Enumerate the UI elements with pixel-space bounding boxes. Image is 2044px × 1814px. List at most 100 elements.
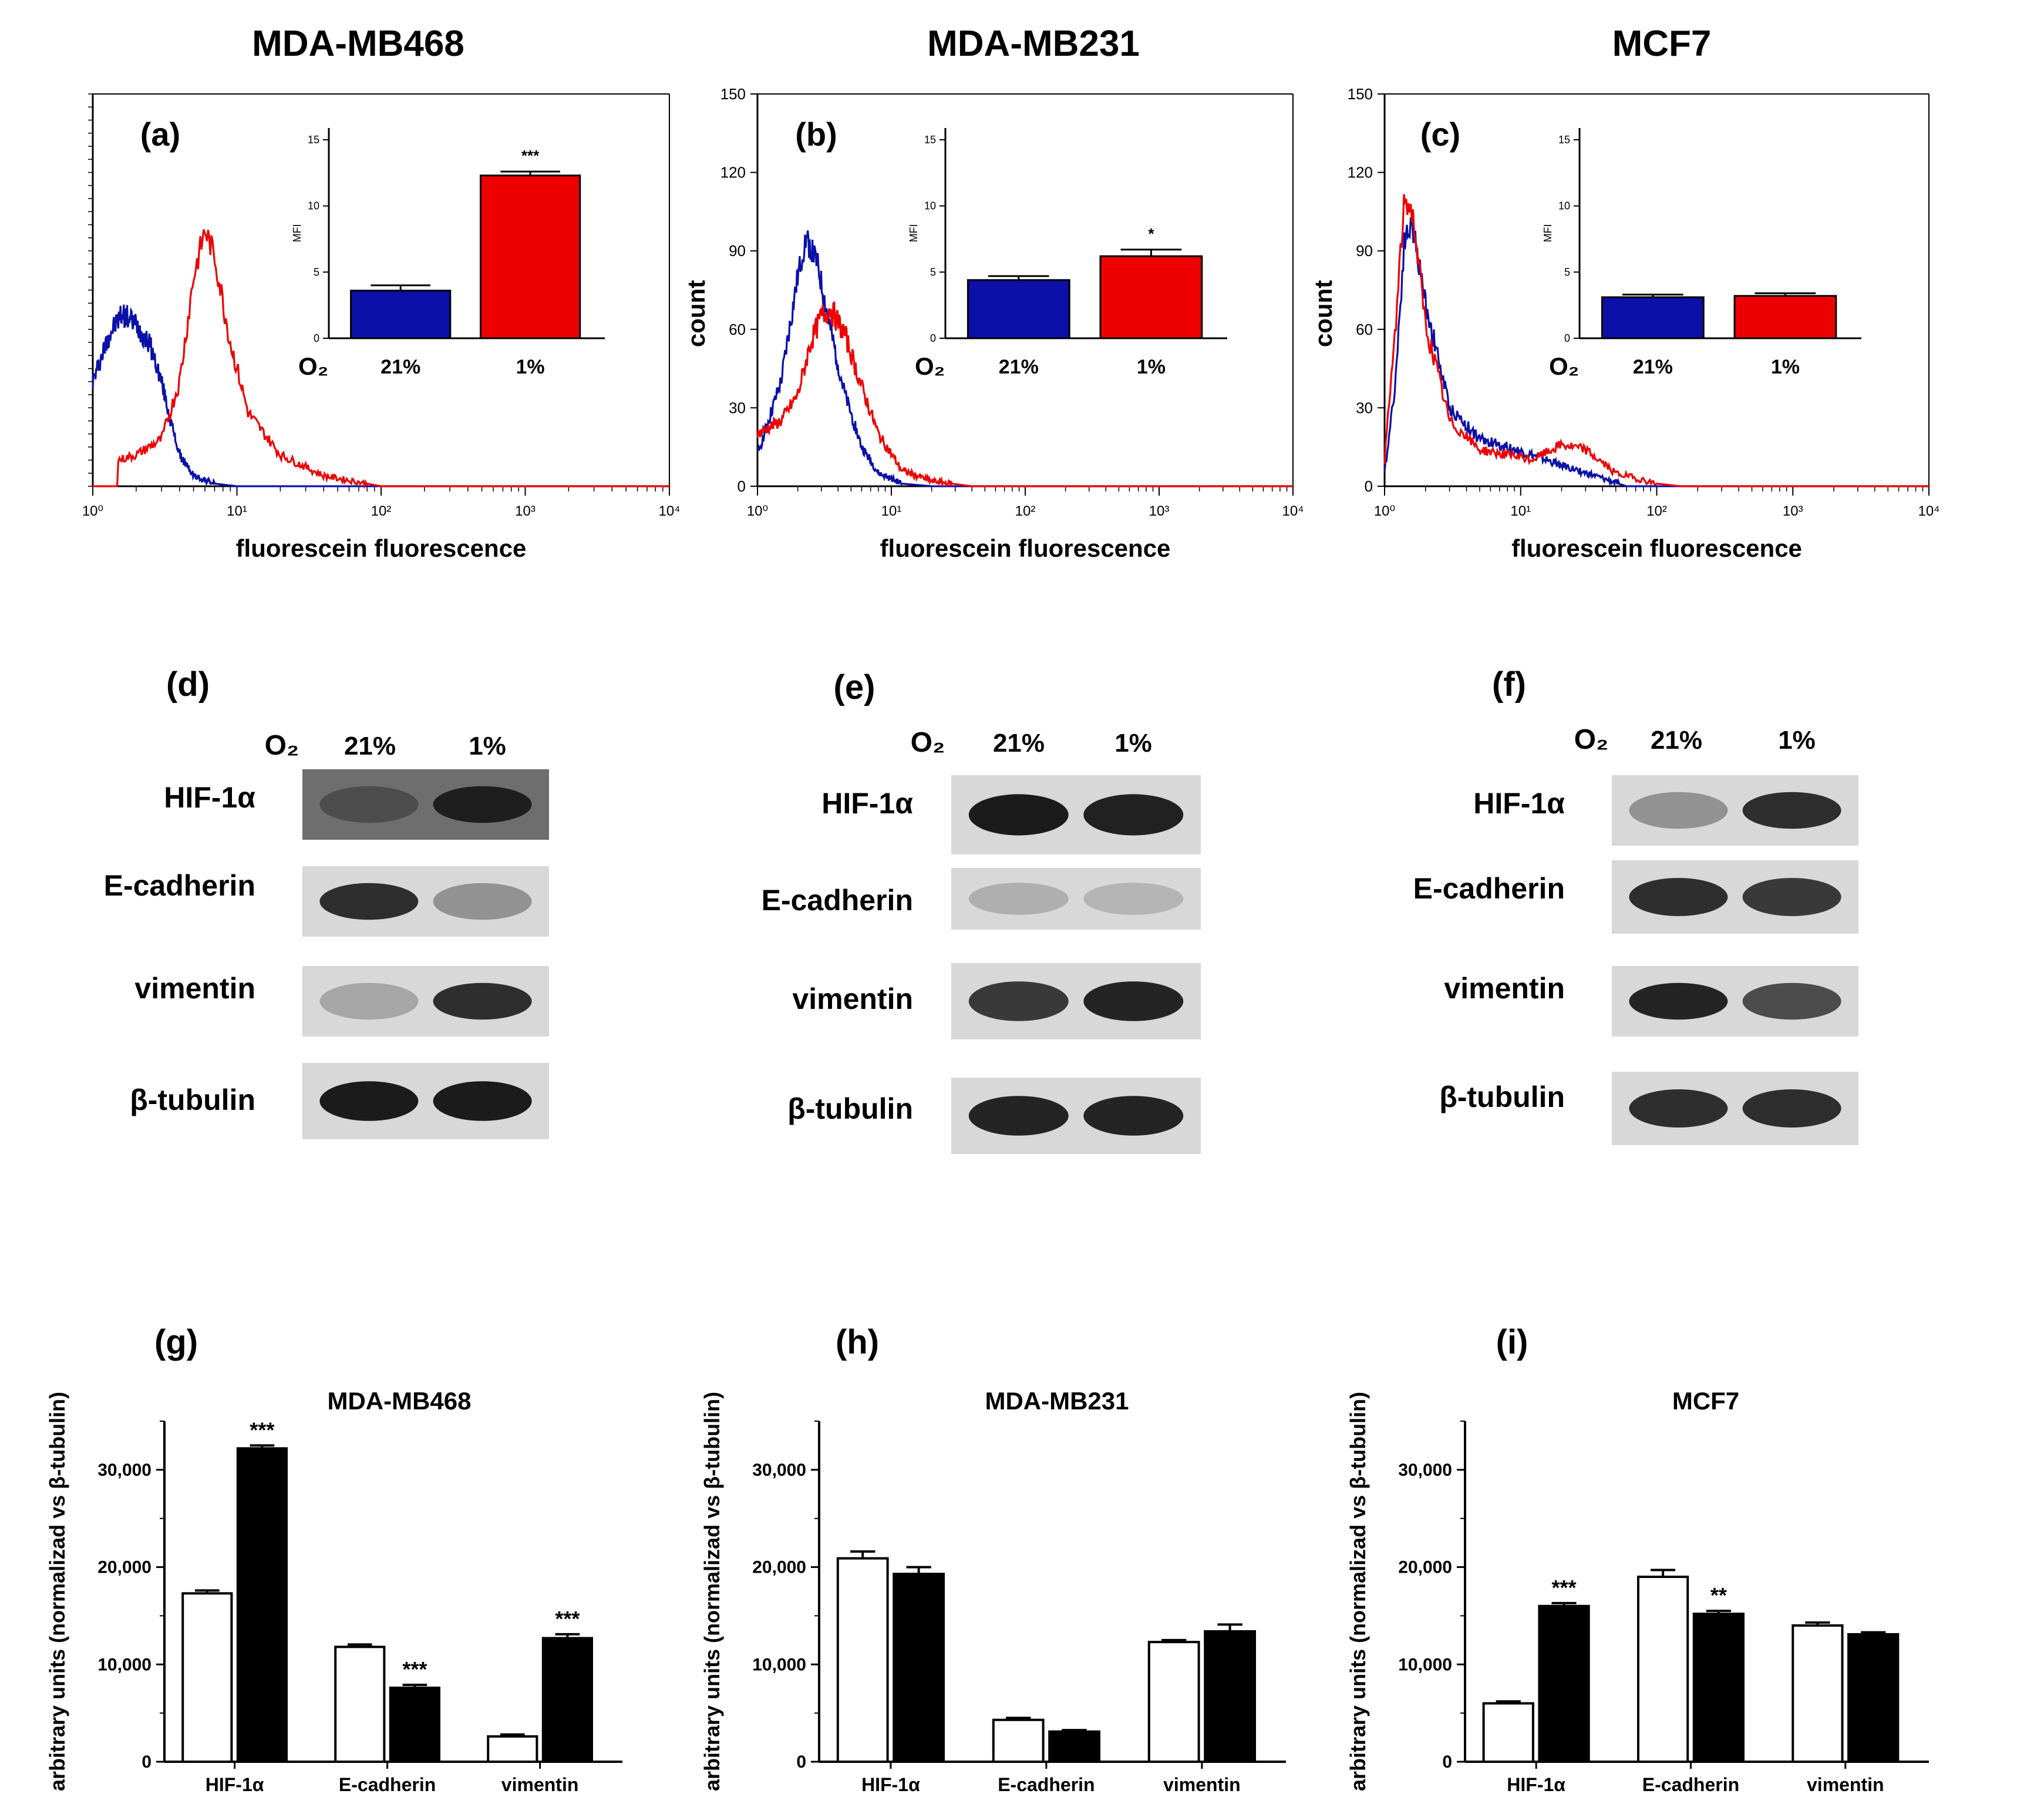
western-blot-d: (d) O₂ 21% 1% HIF-1α E-cadherin vimentin β-tubu… [104,665,549,1139]
significance-marker: ** [1710,1583,1727,1607]
y-tick-label: 120 [720,164,746,181]
x-tick-label: E-cadherin [998,1774,1095,1795]
y-axis-label: arbitrary units (normalizad vs β-tubulin… [45,1392,69,1791]
protein-band [1083,883,1184,915]
inset-y-tick-label: 10 [308,200,319,212]
protein-band [968,794,1069,836]
protein-label: E-cadherin [762,884,913,917]
y-tick-label: 60 [1356,321,1373,338]
bar-21pct [1792,1624,1844,1763]
x-tick-label: E-cadherin [339,1774,436,1795]
x-tick-label: HIF-1α [1507,1774,1565,1795]
inset-significance: *** [521,147,540,164]
inset-significance: * [1148,225,1154,243]
protein-band [433,1081,532,1121]
inset-y-tick-label: 10 [924,200,936,212]
protein-band [1629,1089,1728,1128]
x-tick-label: 10⁴ [1282,503,1304,519]
protein-label: E-cadherin [1413,872,1565,905]
x-tick-label: vimentin [1807,1774,1884,1795]
inset-o2-label: O₂ [915,352,945,380]
mfi-inset-a: 0 5 10 15 MFI 21% *** 1% O₂ [291,128,605,380]
y-tick-label: 0 [796,1752,806,1772]
inset-bar-21pct [1601,296,1705,339]
x-tick-label: 10³ [515,503,536,519]
lane-label: 21% [1651,726,1702,755]
protein-band [1742,1089,1841,1128]
panel-letter: (h) [836,1323,879,1361]
bar-21pct [836,1557,889,1763]
x-tick-label: 10³ [1783,503,1803,519]
y-axis-label: count [1309,280,1337,347]
bar-1pct [1538,1604,1590,1763]
lane-label: 1% [1114,729,1152,758]
x-tick-label: vimentin [1163,1774,1241,1795]
y-tick-label: 150 [1348,85,1373,103]
inset-y-tick-label: 15 [1558,134,1570,146]
bar-21pct [992,1718,1045,1763]
protein-band [1742,982,1841,1020]
protein-band [1629,878,1728,916]
inset-bar-21pct [350,290,452,339]
y-tick-label: 90 [729,242,746,260]
bar-1pct [541,1637,593,1763]
y-tick-label: 150 [720,85,746,103]
panel-title: MDA-MB468 [252,23,464,64]
panel-letter: (i) [1496,1323,1528,1361]
x-tick-label: 10⁴ [1918,503,1939,519]
inset-bar-1pct [1733,295,1837,339]
x-tick-label: 10³ [1149,503,1170,519]
chart-title: MDA-MB468 [327,1387,471,1415]
o2-label: O₂ [265,730,299,761]
inset-bar-label: 21% [380,356,420,378]
inset-bar-label: 1% [1771,356,1800,378]
histogram-trace-21pct [756,230,1293,487]
significance-marker: *** [555,1607,580,1631]
protein-label: vimentin [792,982,913,1015]
x-tick-label: vimentin [501,1774,579,1795]
inset-o2-label: O₂ [1549,352,1579,380]
significance-marker: *** [1552,1576,1577,1600]
inset-o2-label: O₂ [298,352,328,380]
protein-band [968,883,1069,915]
protein-label: HIF-1α [821,787,913,820]
protein-label: vimentin [1444,972,1565,1005]
inset-bar-1pct [1099,255,1203,339]
lane-label: 21% [993,729,1045,758]
x-tick-label: 10¹ [881,503,902,519]
protein-label: β-tubulin [1439,1081,1565,1113]
y-tick-label: 30 [729,399,746,416]
protein-band [319,883,419,920]
mfi-inset-b: 0 5 10 15 MFI 21% * 1% O₂ [908,128,1227,380]
protein-band [1629,982,1728,1020]
inset-bar-label: 1% [1137,356,1166,378]
significance-marker: *** [250,1418,274,1442]
panel-title: MCF7 [1612,23,1712,64]
y-tick-label: 0 [1442,1752,1452,1772]
protein-label: β-tubulin [130,1083,255,1116]
protein-band [1083,794,1184,836]
protein-band [1742,878,1841,916]
histogram-trace-1pct [756,301,1293,489]
panel-letter: (g) [154,1323,198,1361]
histogram-trace-21pct [1383,214,1929,487]
y-tick-label: 90 [1356,242,1373,260]
inset-bar-label: 1% [516,356,545,378]
panel-letter: (e) [834,668,875,706]
x-tick-label: HIF-1α [206,1774,264,1795]
x-tick-label: 10⁰ [747,503,768,519]
inset-y-tick-label: 15 [308,134,319,146]
histogram-trace-1pct [93,229,669,490]
bar-1pct [893,1573,945,1763]
y-tick-label: 30 [1356,399,1373,416]
y-tick-label: 10,000 [752,1655,806,1674]
y-tick-label: 20,000 [1398,1558,1452,1577]
bar-21pct [1636,1576,1689,1763]
densitometry-chart-h: (h) MDA-MB231 0 10,000 20,000 30,000 arbitrary… [700,1323,1286,1795]
inset-y-label: MFI [1542,224,1554,243]
x-axis-label: fluorescein fluorescence [1511,534,1802,562]
protein-band [1083,1096,1184,1136]
y-tick-label: 60 [729,321,746,338]
